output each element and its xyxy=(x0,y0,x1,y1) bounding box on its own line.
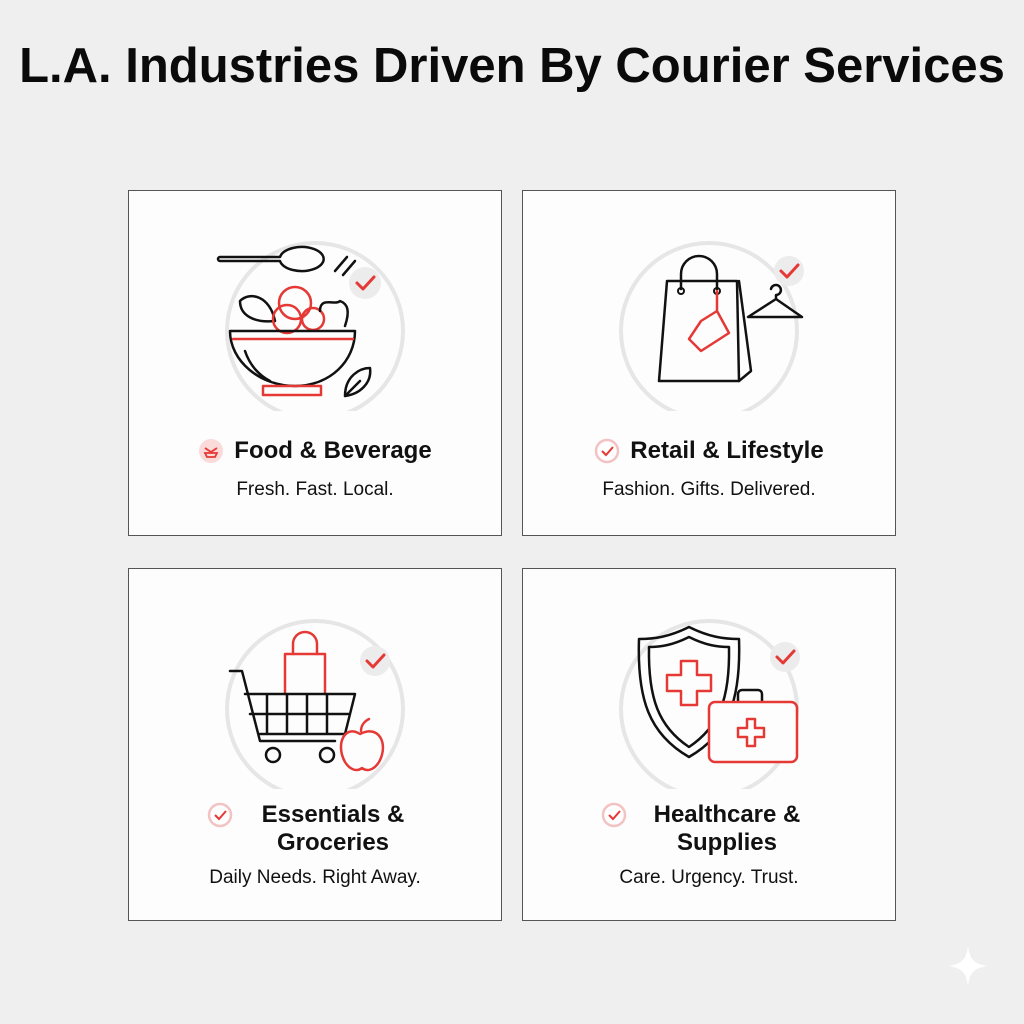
check-circle-icon xyxy=(595,438,620,464)
shopping-cart-icon xyxy=(225,619,405,789)
check-circle-icon xyxy=(601,802,627,828)
shopping-bag-icon xyxy=(619,241,804,411)
food-badge-icon xyxy=(199,439,224,463)
page-title: L.A. Industries Driven By Courier Servic… xyxy=(19,39,1005,93)
card-title: Healthcare & Supplies xyxy=(653,801,801,856)
card-tagline: Fashion. Gifts. Delivered. xyxy=(602,479,816,500)
card-food-beverage: Food & Beverage Fresh. Fast. Local. xyxy=(128,190,502,536)
card-tagline: Fresh. Fast. Local. xyxy=(236,479,394,500)
card-healthcare-supplies: Healthcare & Supplies Care. Urgency. Tru… xyxy=(522,568,896,921)
card-title: Retail & Lifestyle xyxy=(630,437,824,464)
check-circle-icon xyxy=(207,802,233,828)
salad-bowl-icon xyxy=(216,241,405,411)
card-tagline: Daily Needs. Right Away. xyxy=(209,867,421,888)
card-title: Food & Beverage xyxy=(234,437,432,464)
card-retail-lifestyle: Retail & Lifestyle Fashion. Gifts. Deliv… xyxy=(522,190,896,536)
sparkle-icon xyxy=(948,946,988,986)
card-title: Essentials & Groceries xyxy=(261,801,405,856)
card-essentials-groceries: Essentials & Groceries Daily Needs. Righ… xyxy=(128,568,502,921)
card-tagline: Care. Urgency. Trust. xyxy=(619,867,799,888)
medical-shield-icon xyxy=(619,619,800,789)
